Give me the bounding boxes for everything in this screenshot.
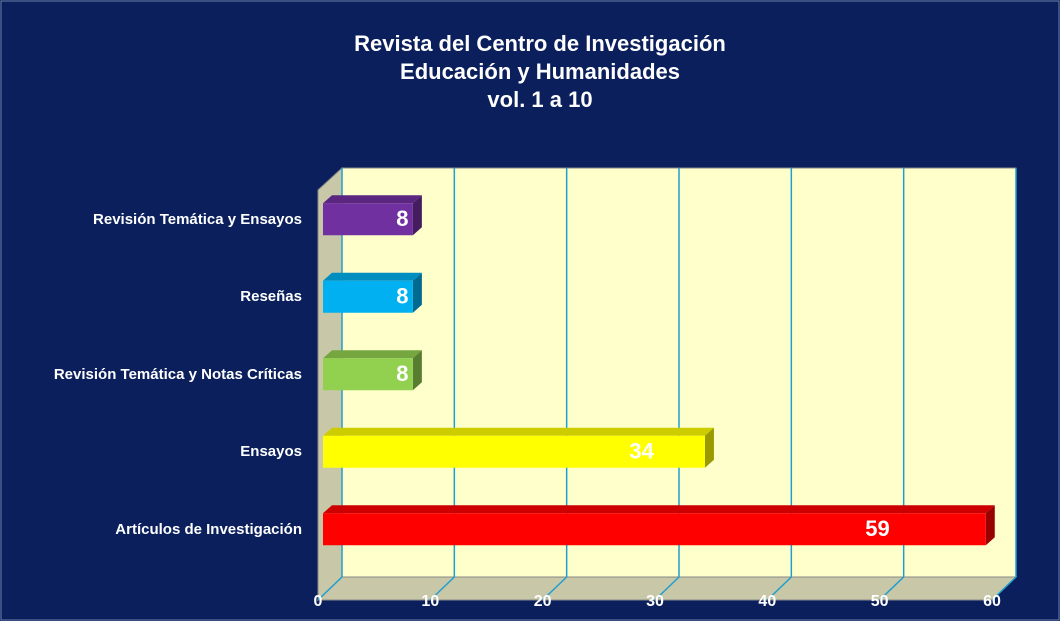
floor-grid-line xyxy=(654,576,680,601)
floor-grid-line xyxy=(879,576,905,601)
value-label: 8 xyxy=(396,361,408,386)
bar xyxy=(323,435,705,468)
x-tick-label: 0 xyxy=(314,593,323,610)
y-tick-text: Revisión Temática y Notas Críticas xyxy=(53,365,302,383)
floor-grid-line xyxy=(542,576,568,601)
bar-side xyxy=(412,195,422,236)
bar-top xyxy=(323,195,422,204)
bar xyxy=(323,358,413,391)
value-label: 8 xyxy=(396,284,408,309)
y-tick-label: Reseñas xyxy=(30,288,302,305)
x-tick-label: 20 xyxy=(534,593,552,610)
y-tick-label: Revisión Temática y Notas Críticas xyxy=(30,366,302,383)
floor-grid-line xyxy=(429,576,455,601)
x-tick-label: 60 xyxy=(983,593,1001,610)
value-label: 59 xyxy=(865,516,889,541)
x-tick-label: 40 xyxy=(758,593,776,610)
bar-side xyxy=(412,350,422,391)
chart-title: vol. 1 a 10 xyxy=(487,87,592,112)
x-tick-label: 30 xyxy=(646,593,664,610)
y-tick-label: Revisión Temática y Ensayos xyxy=(30,211,302,228)
y-tick-text: Reseñas xyxy=(240,288,302,306)
y-tick-text: Artículos de Investigación xyxy=(115,520,302,538)
bar-side xyxy=(412,272,422,313)
x-tick-label: 10 xyxy=(421,593,439,610)
bar-side xyxy=(704,427,714,468)
bar-top xyxy=(323,427,714,436)
bar-top xyxy=(323,505,995,514)
chart-title: Revista del Centro de Investigación xyxy=(354,31,726,56)
chart-title: Educación y Humanidades xyxy=(400,59,680,84)
floor-grid-line xyxy=(991,576,1017,601)
value-label: 34 xyxy=(629,439,654,464)
bar-top xyxy=(323,350,422,359)
floor-grid-line xyxy=(766,576,792,601)
y-tick-text: Revisión Temática y Ensayos xyxy=(93,210,302,228)
y-tick-label: Artículos de Investigación xyxy=(30,521,302,538)
value-label: 8 xyxy=(396,206,408,231)
bar-top xyxy=(323,272,422,281)
y-tick-label: Ensayos xyxy=(30,443,302,460)
bar xyxy=(323,513,986,546)
y-tick-text: Ensayos xyxy=(240,443,302,461)
bar xyxy=(323,280,413,313)
floor-grid-line xyxy=(317,576,343,601)
bar xyxy=(323,203,413,236)
bar-side xyxy=(985,505,995,546)
x-tick-label: 50 xyxy=(871,593,889,610)
